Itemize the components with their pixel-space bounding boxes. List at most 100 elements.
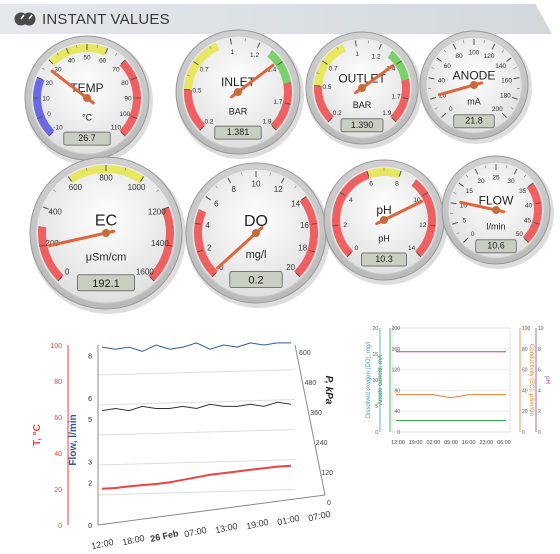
gauge-display	[453, 114, 495, 129]
gauge-tick	[491, 43, 496, 50]
chart1-tick-flow: 3	[88, 459, 92, 466]
gauge-tick-label: 2	[207, 244, 212, 253]
chart1-tick-pressure: 240	[316, 440, 328, 447]
gauge-tick	[163, 206, 170, 210]
gauge-tick	[402, 97, 409, 100]
chart1-x-tick: 18:00	[121, 533, 145, 547]
chart2-tick: 40	[522, 388, 528, 394]
gauge-tick	[311, 222, 318, 225]
section-title: INSTANT VALUES	[42, 11, 170, 28]
gauge-tick-label: 60	[444, 63, 452, 70]
chart2-x-tick: 09:00	[444, 440, 458, 446]
gauge-tick-label: 6	[369, 181, 373, 188]
chart2-axis-label-0: Dissolved oxygen (DO), mg/l	[366, 342, 372, 418]
gauge-tick-label: 1000	[128, 183, 146, 192]
gauge-tick	[528, 182, 534, 187]
gauge-tick-label: 0	[355, 245, 359, 252]
gauge-minor-tick	[187, 110, 191, 112]
gauge-tick	[36, 115, 43, 120]
gauge-tick	[149, 276, 155, 282]
gauge-minor-tick	[484, 165, 487, 169]
gauge-band	[314, 85, 334, 122]
gauge-value: 1.381	[227, 127, 250, 137]
gauge-tick-label: 4	[205, 221, 210, 230]
gauge-hub	[83, 94, 91, 102]
chart1-x-tick: 07:00	[183, 525, 207, 539]
gauge-minor-tick	[85, 167, 88, 171]
gauge-minor-tick	[427, 240, 432, 243]
gauge-tick-label: 1	[231, 49, 235, 56]
gauge-tick	[48, 59, 54, 65]
gauge-tick-label: 16	[300, 221, 309, 230]
chart1-axis-label-temp: T, °C	[32, 424, 43, 446]
chart2-series-1	[396, 394, 506, 399]
gauge-minor-tick	[53, 189, 56, 193]
chart1-tick-pressure: 0	[327, 500, 331, 507]
chart1-axis-label-pressure: P, kPa	[323, 376, 334, 405]
gauge-minor-tick	[186, 74, 190, 77]
gauge-minor-tick	[505, 165, 508, 169]
gauge-display	[229, 271, 283, 288]
gauge-tick-label: 0	[65, 267, 70, 276]
gauge-hub	[470, 81, 478, 89]
gauge-display	[340, 118, 384, 133]
gauge-minor-tick	[163, 263, 167, 266]
gauge-minor-tick	[453, 192, 457, 194]
chart1-gridline	[97, 489, 296, 496]
gauge-tick-label: 110	[111, 124, 122, 131]
chart1-gridline	[97, 369, 296, 376]
gauge-minor-tick	[209, 45, 212, 49]
gauge-unit: mg/l	[246, 249, 267, 261]
gauge-display	[214, 125, 262, 140]
gauge-minor-tick	[510, 107, 514, 110]
chart2-tick: 4	[538, 388, 541, 394]
gauge-tick-label: 20	[439, 93, 447, 100]
gauge-tick-label: 0.2	[333, 110, 342, 117]
gauge-unit: BAR	[353, 100, 372, 110]
gauge-label: OUTLET	[338, 71, 386, 85]
gauge-tick	[295, 272, 301, 278]
chart1-tick-temp: 100	[50, 343, 62, 350]
gauge-value: 10.3	[375, 254, 393, 264]
chart2-tick: 60	[522, 368, 528, 374]
gauge-tick-label: 100	[119, 111, 130, 118]
chart2-bg	[391, 327, 511, 433]
section-header: INSTANT VALUES	[0, 4, 552, 34]
gauge-minor-tick	[282, 116, 286, 119]
chart2-axis-label-1: Anode current, mA	[378, 355, 384, 405]
gauge-tick	[230, 38, 232, 45]
chart-temp-flow-pressure: 0 20 40 60 80 100 T, °C 0 2 3 5 6 8 Flow, l/min 0 120 24…	[32, 342, 334, 551]
gauge-tick-label: 1.7	[392, 94, 401, 101]
gauge-tick-label: 10	[252, 180, 261, 189]
gauge-band	[38, 226, 64, 282]
gauge-minor-tick	[306, 263, 310, 266]
chart2-tick: 20	[372, 326, 378, 332]
gauge-tick	[199, 125, 205, 131]
gauge-tick-label: 180	[500, 93, 511, 100]
gauge-tick	[422, 191, 429, 196]
chart2-x-tick: 19:00	[409, 440, 423, 446]
gauge-minor-tick	[390, 50, 393, 54]
gauge-hub	[102, 229, 110, 237]
gauge-tick	[429, 224, 436, 227]
gauge-tick-label: 400	[49, 207, 63, 216]
chart1-tick-flow: 5	[88, 417, 92, 424]
gauge-tick-label: 8	[395, 181, 399, 188]
gauge-minor-tick	[288, 81, 292, 83]
gauge-band	[33, 77, 55, 137]
gauge-minor-tick	[501, 49, 505, 53]
chart1-gridline	[97, 399, 296, 406]
gauge-display	[361, 252, 407, 267]
gauge-tick	[256, 42, 261, 49]
gauge-tick	[39, 244, 46, 247]
chart1-plot	[97, 344, 326, 526]
chart1-bg	[98, 345, 295, 525]
gauge-minor-tick	[513, 67, 517, 69]
chart1-x-tick: 01:00	[276, 513, 300, 527]
chart2-tick: 20	[522, 409, 528, 415]
gauge-minor-tick	[523, 174, 527, 178]
gauge-tick-label: 600	[69, 183, 83, 192]
gauge-display	[475, 239, 517, 254]
gauge-tick	[346, 252, 352, 258]
